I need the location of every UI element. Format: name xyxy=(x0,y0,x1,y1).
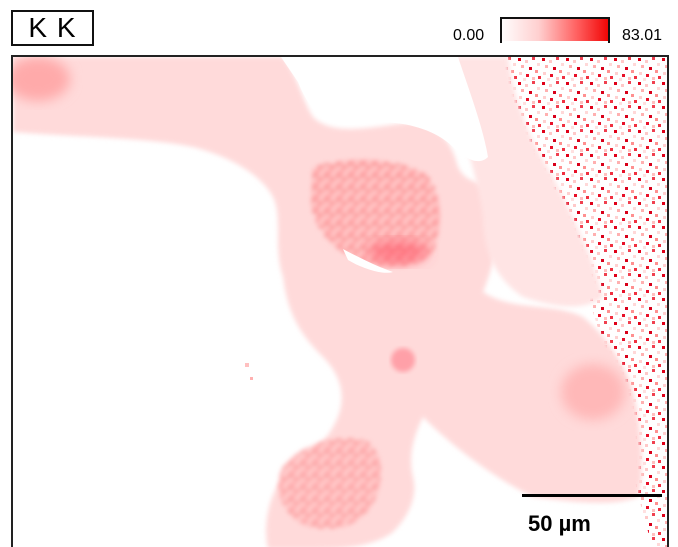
colorbar-min-label: 0.00 xyxy=(453,27,485,44)
elemental-map xyxy=(11,55,669,547)
colorbar-border xyxy=(500,17,610,19)
map-image xyxy=(13,57,667,547)
element-label: K K xyxy=(11,10,94,46)
colorbar-right-cap xyxy=(608,17,610,43)
scale-bar-label: 50 µm xyxy=(528,511,591,536)
scale-bar xyxy=(522,494,662,497)
colorbar-left-cap xyxy=(500,17,502,43)
colorbar xyxy=(500,19,610,41)
colorbar-max-label: 83.01 xyxy=(622,27,663,44)
